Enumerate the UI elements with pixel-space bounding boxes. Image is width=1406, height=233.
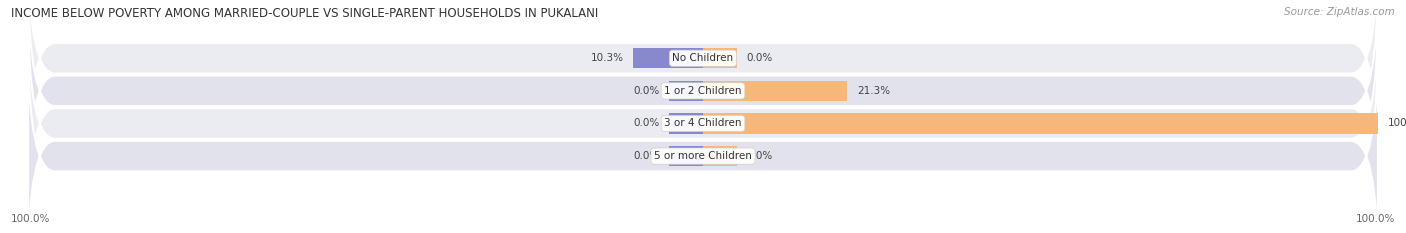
Text: 0.0%: 0.0%	[633, 86, 659, 96]
Text: 0.0%: 0.0%	[633, 119, 659, 128]
FancyBboxPatch shape	[28, 0, 1378, 206]
Text: 10.3%: 10.3%	[591, 53, 623, 63]
Text: 100.0%: 100.0%	[11, 214, 51, 224]
Bar	[669, 81, 703, 101]
Text: 100.0%: 100.0%	[1355, 214, 1395, 224]
Text: No Children: No Children	[672, 53, 734, 63]
Text: 5 or more Children: 5 or more Children	[654, 151, 752, 161]
Bar	[703, 146, 737, 166]
Text: 0.0%: 0.0%	[633, 151, 659, 161]
FancyBboxPatch shape	[28, 0, 1378, 173]
Bar	[669, 113, 703, 134]
Text: 100.0%: 100.0%	[1388, 119, 1406, 128]
Bar	[703, 81, 846, 101]
Bar	[703, 113, 1378, 134]
Text: 0.0%: 0.0%	[747, 53, 773, 63]
Text: 3 or 4 Children: 3 or 4 Children	[664, 119, 742, 128]
Bar	[703, 48, 737, 68]
Text: 21.3%: 21.3%	[856, 86, 890, 96]
Text: INCOME BELOW POVERTY AMONG MARRIED-COUPLE VS SINGLE-PARENT HOUSEHOLDS IN PUKALAN: INCOME BELOW POVERTY AMONG MARRIED-COUPL…	[11, 7, 599, 20]
Text: 0.0%: 0.0%	[747, 151, 773, 161]
Bar	[669, 146, 703, 166]
Text: 1 or 2 Children: 1 or 2 Children	[664, 86, 742, 96]
FancyBboxPatch shape	[28, 41, 1378, 233]
Bar	[634, 48, 703, 68]
Text: Source: ZipAtlas.com: Source: ZipAtlas.com	[1284, 7, 1395, 17]
FancyBboxPatch shape	[28, 8, 1378, 233]
